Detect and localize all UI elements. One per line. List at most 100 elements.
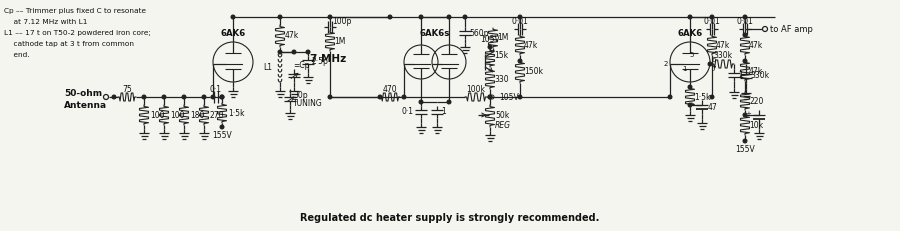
Circle shape (278, 50, 282, 54)
Text: 1: 1 (682, 66, 687, 72)
Text: Regulated dc heater supply is strongly recommended.: Regulated dc heater supply is strongly r… (301, 213, 599, 223)
Text: 105V: 105V (499, 92, 518, 101)
Text: 330k: 330k (750, 72, 770, 80)
Text: 100k: 100k (466, 85, 485, 94)
Text: 470: 470 (382, 85, 397, 94)
Circle shape (202, 95, 206, 99)
Text: 1M: 1M (334, 36, 346, 46)
Text: 155V: 155V (212, 131, 232, 140)
Text: 0·01: 0·01 (704, 18, 720, 27)
Circle shape (378, 95, 382, 99)
Text: 50k: 50k (495, 112, 509, 121)
Text: L1 –– 17 t on T50-2 powdered iron core;: L1 –– 17 t on T50-2 powdered iron core; (4, 30, 151, 36)
Text: 1: 1 (738, 70, 742, 79)
Circle shape (688, 85, 692, 89)
Circle shape (220, 125, 224, 129)
Circle shape (488, 95, 491, 99)
Text: 560p: 560p (469, 28, 489, 37)
Circle shape (688, 15, 692, 19)
Circle shape (743, 113, 747, 117)
Circle shape (112, 95, 116, 99)
Circle shape (488, 45, 491, 49)
Text: 30p: 30p (293, 91, 308, 100)
Text: 330k: 330k (714, 52, 733, 61)
Text: cathode tap at 3 t from common: cathode tap at 3 t from common (4, 41, 134, 47)
Text: at 7.12 MHz with L1: at 7.12 MHz with L1 (4, 19, 87, 25)
Circle shape (518, 15, 522, 19)
Circle shape (419, 15, 423, 19)
Circle shape (402, 95, 406, 99)
Circle shape (231, 15, 235, 19)
Text: 6AK6: 6AK6 (220, 30, 246, 39)
Circle shape (743, 33, 747, 37)
Text: Cp –– Trimmer plus fixed C to resonate: Cp –– Trimmer plus fixed C to resonate (4, 8, 146, 14)
Text: 47k: 47k (285, 31, 299, 40)
Circle shape (328, 15, 332, 19)
Text: 47k: 47k (716, 40, 730, 49)
Text: 1: 1 (441, 107, 446, 116)
Circle shape (142, 95, 146, 99)
Text: 6AK6s: 6AK6s (419, 28, 450, 37)
Circle shape (328, 95, 332, 99)
Text: 100: 100 (150, 110, 165, 119)
Circle shape (220, 95, 224, 99)
Text: 47: 47 (708, 103, 718, 112)
Text: 105V: 105V (480, 34, 500, 43)
Text: 7 MHz: 7 MHz (310, 54, 346, 64)
Text: 100: 100 (170, 110, 184, 119)
Text: REG: REG (495, 121, 511, 130)
Text: 47k: 47k (749, 40, 763, 49)
Circle shape (743, 139, 747, 143)
Text: 2: 2 (663, 61, 668, 67)
Text: +: + (688, 101, 694, 107)
Text: 180: 180 (190, 110, 204, 119)
Text: 6AK6: 6AK6 (678, 30, 703, 39)
Circle shape (419, 100, 423, 104)
Circle shape (292, 50, 296, 54)
Text: 7: 7 (711, 66, 716, 72)
Text: 1·5k: 1·5k (228, 109, 245, 118)
Circle shape (668, 95, 671, 99)
Circle shape (710, 15, 714, 19)
Text: 10k: 10k (749, 121, 763, 130)
Text: 270: 270 (210, 110, 224, 119)
Text: end.: end. (4, 52, 30, 58)
Circle shape (518, 59, 522, 63)
Circle shape (708, 62, 712, 66)
Circle shape (220, 95, 224, 99)
Circle shape (447, 100, 451, 104)
Circle shape (388, 15, 392, 19)
Text: =Cp: =Cp (293, 61, 310, 70)
Text: 155V: 155V (735, 145, 755, 154)
Text: Antenna: Antenna (64, 101, 107, 110)
Text: 0·1: 0·1 (210, 85, 222, 94)
Circle shape (488, 95, 491, 99)
Circle shape (688, 103, 692, 107)
Text: 330: 330 (494, 75, 508, 83)
Text: 0·01: 0·01 (511, 18, 528, 27)
Text: 100p: 100p (332, 16, 351, 25)
Circle shape (306, 50, 310, 54)
Text: 0·1: 0·1 (401, 107, 413, 116)
Circle shape (464, 15, 467, 19)
Circle shape (278, 15, 282, 19)
Text: 1·5k: 1·5k (694, 92, 710, 101)
Circle shape (212, 95, 215, 99)
Text: 150k: 150k (524, 67, 543, 76)
Circle shape (447, 15, 451, 19)
Text: L1: L1 (263, 63, 272, 72)
Circle shape (182, 95, 185, 99)
Text: 1M: 1M (497, 33, 508, 43)
Text: 0·01: 0·01 (736, 18, 753, 27)
Text: 75: 75 (122, 85, 132, 94)
Circle shape (162, 95, 166, 99)
Circle shape (743, 59, 747, 63)
Text: 15k: 15k (494, 51, 508, 60)
Circle shape (518, 95, 522, 99)
Circle shape (743, 15, 747, 19)
Text: 47k: 47k (749, 67, 763, 76)
Text: 47k: 47k (524, 40, 538, 49)
Text: TUNING: TUNING (293, 100, 323, 109)
Text: to AF amp: to AF amp (770, 24, 813, 33)
Text: 2·5p: 2·5p (312, 58, 328, 67)
